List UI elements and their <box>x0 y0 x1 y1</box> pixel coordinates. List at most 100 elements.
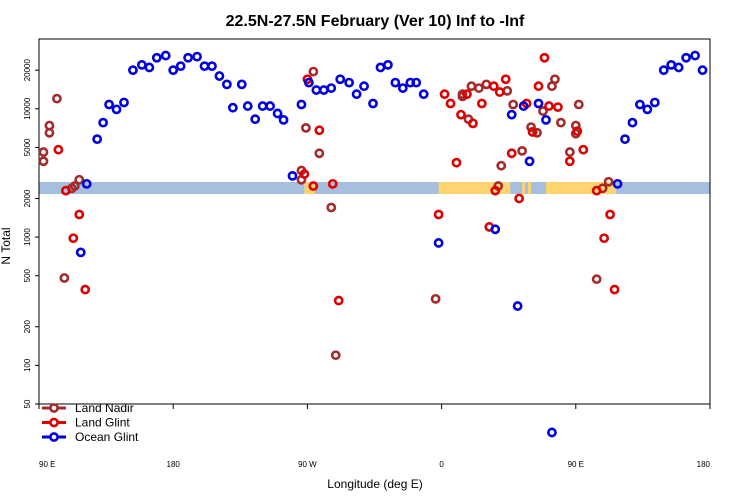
y-tick-label: 100 <box>23 358 32 372</box>
ocean-glint-point <box>242 101 253 111</box>
land-nadir-point <box>532 127 542 138</box>
ocean-glint-point <box>368 98 378 109</box>
land-band-segment <box>528 182 532 194</box>
ocean-glint-point <box>183 52 194 63</box>
ocean-glint-point <box>673 62 684 73</box>
land-glint-point <box>506 148 517 159</box>
ocean-glint-point <box>390 77 401 88</box>
land-nadir-legend-label: Land Nadir <box>75 401 134 415</box>
land-nadir-point <box>538 106 548 116</box>
ocean-glint-point <box>344 77 355 88</box>
land-glint-point <box>468 118 478 129</box>
land-glint-point <box>74 209 85 220</box>
ocean-glint-point <box>418 89 429 100</box>
land-glint-point <box>476 98 487 109</box>
data-points <box>38 50 708 438</box>
ocean-glint-point <box>541 114 551 125</box>
ocean-glint-point <box>533 98 544 109</box>
ocean-glint-point <box>681 52 692 63</box>
ocean-glint-point <box>160 50 171 61</box>
x-tick-label: 90 W <box>298 460 317 469</box>
land-glint-point <box>605 209 615 220</box>
land-glint-point <box>439 89 450 100</box>
land-nadir-point <box>301 122 311 133</box>
land-glint-point <box>544 101 554 111</box>
ocean-glint-point <box>236 79 247 90</box>
y-tick-label: 50 <box>23 399 32 408</box>
y-axis-label: N Total <box>0 227 13 264</box>
land-nadir-point <box>326 202 337 213</box>
ocean-glint-point <box>192 51 202 62</box>
chart-title: 22.5N-27.5N February (Ver 10) Inf to -In… <box>226 13 525 30</box>
ocean-glint-point <box>524 156 535 167</box>
ocean-glint-point <box>250 114 261 125</box>
land-nadir-legend-marker <box>49 403 59 413</box>
ocean-glint-point <box>265 101 276 111</box>
ocean-glint-point <box>136 59 147 70</box>
x-axis-label: Longitude (deg E) <box>327 477 422 491</box>
ocean-glint-point <box>111 104 122 115</box>
ocean-glint-point <box>98 117 109 128</box>
ocean-glint-point <box>199 61 210 72</box>
y-tick-label: 20000 <box>23 59 32 82</box>
ocean-glint-point <box>278 114 289 125</box>
ocean-glint-point <box>506 109 517 120</box>
land-glint-point <box>333 295 344 306</box>
x-tick-label: 90 E <box>568 460 584 469</box>
land-glint-point <box>609 284 620 295</box>
land-nadir-point <box>430 293 441 304</box>
land-glint-point <box>514 193 525 204</box>
land-glint-point <box>433 209 444 220</box>
plot-frame <box>38 38 711 405</box>
land-glint-point <box>572 126 583 137</box>
land-nadir-point <box>555 117 566 128</box>
land-nadir-point <box>473 83 484 93</box>
ocean-glint-point <box>75 247 86 258</box>
land-glint-point <box>451 157 462 168</box>
ocean-glint-point <box>397 83 408 93</box>
land-nadir-point <box>508 99 519 110</box>
y-tick-label: 5000 <box>23 138 32 156</box>
y-tick-label: 500 <box>23 268 32 282</box>
land-band-segment <box>522 182 526 194</box>
land-glint-point <box>327 178 338 189</box>
ocean-glint-point <box>359 81 369 92</box>
land-glint-point <box>533 81 544 92</box>
land-glint-point <box>494 87 505 97</box>
ocean-glint-point <box>518 101 529 111</box>
ocean-glint-point <box>221 79 232 90</box>
ocean-glint-point <box>666 59 677 70</box>
y-tick-label: 200 <box>23 320 32 334</box>
land-nadir-point <box>526 122 536 133</box>
ocean-glint-point <box>620 134 630 145</box>
land-nadir-point <box>502 85 513 96</box>
land-nadir-point <box>517 145 528 156</box>
land-nadir-point <box>591 274 602 285</box>
land-nadir-point <box>481 79 492 90</box>
land-glint-point <box>527 127 538 137</box>
land-nadir-point <box>573 99 584 110</box>
y-tick-label: 2000 <box>23 189 32 207</box>
land-nadir-point <box>38 156 49 167</box>
land-glint-point <box>53 144 64 155</box>
land-band-segment <box>545 182 617 194</box>
ocean-glint-point <box>151 52 162 63</box>
ocean-glint-point <box>649 97 660 108</box>
ocean-glint-legend-label: Ocean Glint <box>75 430 139 444</box>
land-glint-point <box>591 185 602 196</box>
land-glint-point <box>578 144 589 155</box>
ocean-glint-point <box>612 178 623 189</box>
y-tick-label: 1000 <box>23 228 32 246</box>
x-tick-label: 180 <box>697 460 711 469</box>
land-glint-legend-marker <box>49 417 59 428</box>
ocean-glint-point <box>175 61 186 72</box>
x-tick-label: 90 E <box>39 460 55 469</box>
ocean-glint-point <box>227 102 238 113</box>
land-nadir-point <box>44 127 55 138</box>
ocean-glint-point <box>690 50 700 61</box>
land-nadir-point <box>308 66 319 77</box>
land-nadir-point <box>603 176 614 187</box>
ocean-glint-point <box>287 170 298 181</box>
